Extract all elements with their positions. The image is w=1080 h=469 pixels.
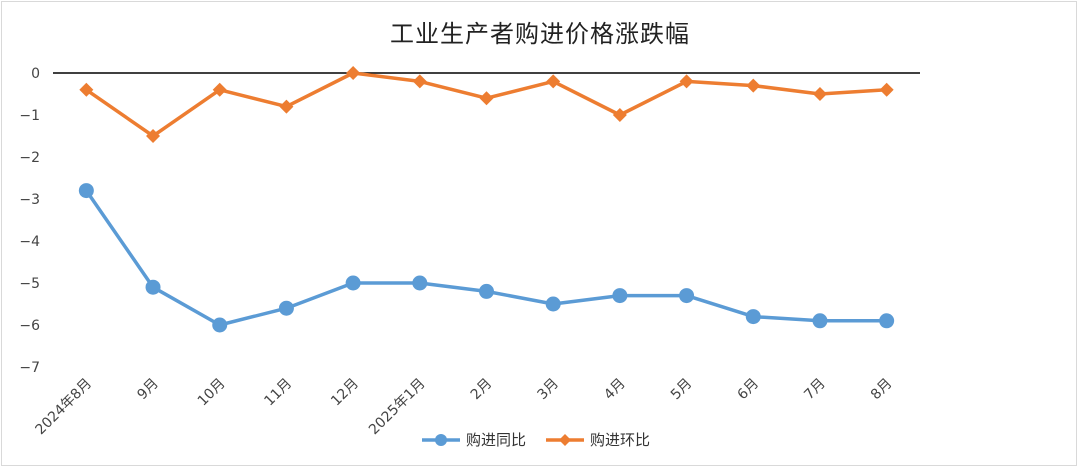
data-point (79, 82, 94, 97)
x-tick-label: 7月 (801, 376, 829, 404)
x-tick-label: 12月 (328, 376, 362, 410)
data-point (545, 296, 561, 312)
chart-title: 工业生产者购进价格涨跌幅 (390, 20, 690, 48)
data-point (346, 66, 361, 80)
data-point (412, 275, 428, 291)
data-point (78, 183, 94, 199)
series-2 (79, 66, 894, 143)
data-point (679, 74, 694, 89)
data-point (812, 313, 828, 329)
legend-item-2: 购进环比 (546, 431, 650, 449)
x-tick-label: 2024年8月 (33, 376, 96, 439)
x-tick-label: 10月 (195, 376, 229, 410)
y-tick-label: −6 (19, 318, 40, 334)
legend-marker (559, 434, 571, 446)
data-point (546, 74, 561, 89)
x-tick-label: 5月 (668, 376, 696, 404)
legend: 购进同比 购进环比 (422, 431, 650, 449)
series-1 (78, 183, 895, 333)
x-axis-ticks: 2024年8月 9月 10月 11月 12月 2025年1月 2月 3月 4月 5月 6月 7月 8月 (33, 376, 896, 439)
y-tick-label: −3 (19, 192, 40, 208)
x-tick-label: 9月 (134, 376, 162, 404)
y-tick-label: −5 (19, 276, 40, 292)
x-tick-label: 3月 (534, 376, 562, 404)
y-tick-label: 0 (31, 66, 40, 82)
data-point (612, 288, 628, 304)
x-tick-label: 2月 (468, 376, 496, 404)
legend-item-1: 购进同比 (422, 431, 526, 449)
x-tick-label: 11月 (261, 376, 295, 410)
y-tick-label: −4 (19, 234, 40, 250)
data-point (212, 317, 228, 333)
data-point (746, 78, 761, 93)
y-axis-ticks: 0 −1 −2 −3 −4 −5 −6 −7 (19, 66, 40, 376)
data-point (145, 279, 161, 295)
x-tick-label: 2025年1月 (366, 376, 429, 439)
data-point (479, 91, 494, 106)
series-line (84, 189, 887, 327)
data-point (212, 82, 227, 97)
legend-label: 购进环比 (590, 431, 650, 449)
data-point (279, 99, 294, 114)
data-point (412, 74, 427, 89)
x-tick-label: 8月 (868, 376, 896, 404)
data-point (479, 283, 494, 299)
x-tick-label: 6月 (735, 376, 763, 404)
series-layer (78, 66, 895, 333)
legend-label: 购进同比 (466, 431, 526, 449)
data-point (745, 309, 761, 325)
x-tick-label: 4月 (601, 376, 629, 404)
legend-marker (435, 434, 447, 446)
data-point (345, 275, 361, 291)
y-tick-label: −2 (19, 150, 40, 166)
y-tick-label: −7 (19, 360, 40, 376)
y-tick-label: −1 (19, 108, 40, 124)
data-point (679, 288, 695, 304)
data-point (879, 313, 895, 329)
data-point (812, 87, 827, 101)
data-point (612, 108, 627, 122)
data-point (879, 82, 894, 97)
data-point (146, 129, 161, 143)
data-point (278, 300, 294, 316)
